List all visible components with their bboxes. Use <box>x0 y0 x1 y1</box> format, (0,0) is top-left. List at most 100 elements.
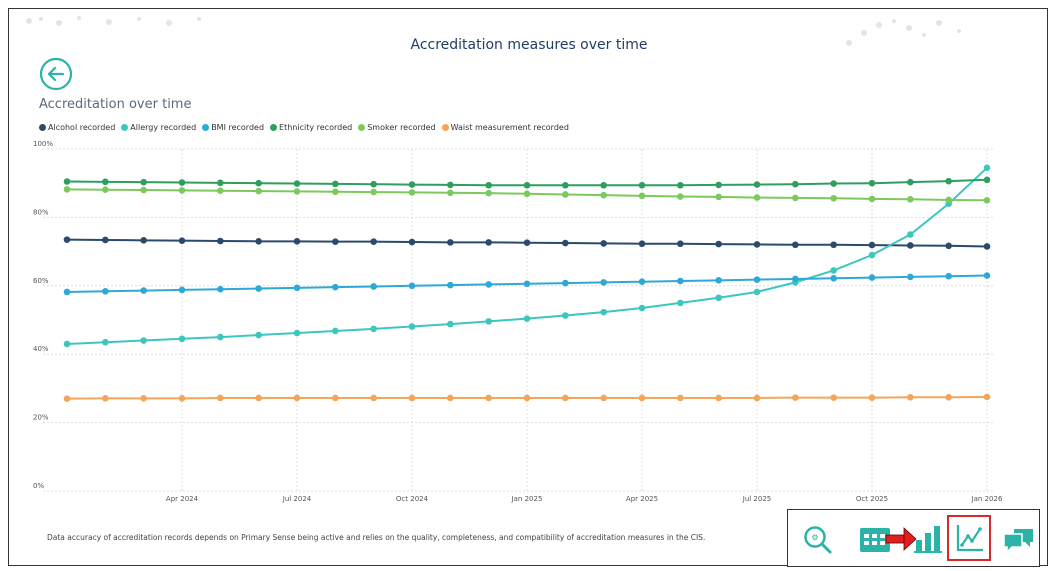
search-icon[interactable]: ⚙ <box>802 524 834 556</box>
data-point <box>638 192 646 200</box>
data-point <box>677 240 684 248</box>
data-point <box>907 195 914 203</box>
line-chart-button[interactable] <box>947 515 991 561</box>
data-point <box>753 288 761 296</box>
legend-item[interactable]: Ethnicity recorded <box>270 123 352 132</box>
data-point <box>600 240 607 247</box>
data-point <box>63 178 71 185</box>
data-point <box>792 180 799 188</box>
data-point <box>102 395 109 402</box>
data-point <box>983 243 991 250</box>
data-point <box>677 394 684 402</box>
data-point <box>792 394 799 401</box>
data-point <box>562 312 569 319</box>
data-point <box>63 395 71 402</box>
data-point <box>945 393 952 401</box>
line-chart-icon <box>956 525 983 552</box>
legend-label: Allergy recorded <box>130 123 197 132</box>
data-point <box>523 190 531 198</box>
legend-marker <box>441 124 449 131</box>
data-point <box>753 181 761 188</box>
data-point <box>332 394 339 402</box>
data-point <box>485 189 492 197</box>
legend-label: Ethnicity recorded <box>279 123 353 132</box>
data-point <box>408 181 416 188</box>
x-tick-label: Oct 2024 <box>396 495 429 503</box>
data-point <box>370 325 377 333</box>
legend-label: Smoker recorded <box>367 123 436 132</box>
legend-item[interactable]: BMI recorded <box>202 123 264 132</box>
legend-item[interactable]: Alcohol recorded <box>39 123 115 132</box>
data-point <box>983 272 991 279</box>
view-toolbar: ⚙ <box>787 509 1040 567</box>
legend-label: BMI recorded <box>211 123 265 132</box>
back-arrow-icon[interactable] <box>39 57 73 91</box>
svg-text:⚙: ⚙ <box>811 533 818 542</box>
data-point <box>255 238 262 245</box>
data-point <box>562 394 569 402</box>
data-point <box>715 193 722 201</box>
data-point <box>830 274 837 282</box>
x-tick-label: Jan 2025 <box>511 495 543 503</box>
y-tick-label: 80% <box>33 208 49 216</box>
data-point <box>830 180 837 187</box>
legend-item[interactable]: Smoker recorded <box>358 123 436 132</box>
data-point <box>447 239 454 246</box>
line-chart: 0% 20% 40% 60% 80% 100% Apr 2024 Jul 2024 Oct 20… <box>33 140 1003 503</box>
data-point <box>830 194 837 202</box>
chat-icon[interactable] <box>1002 526 1036 554</box>
data-point <box>178 335 186 343</box>
report-frame: Accreditation measures over time Accredi… <box>8 8 1048 566</box>
data-point <box>447 281 454 289</box>
data-point <box>178 237 186 244</box>
data-point <box>255 394 262 402</box>
data-point <box>983 176 991 184</box>
data-point <box>102 236 109 244</box>
data-point <box>983 197 991 204</box>
x-tick-label: Apr 2024 <box>166 495 199 503</box>
legend-item[interactable]: Allergy recorded <box>121 123 196 132</box>
data-point <box>907 242 914 249</box>
x-tick-label: Apr 2025 <box>626 495 658 503</box>
data-point <box>638 394 646 402</box>
data-point <box>792 241 799 249</box>
bar-chart-icon[interactable] <box>884 524 944 554</box>
data-point <box>753 241 761 248</box>
data-point <box>983 393 991 401</box>
legend-marker <box>270 124 278 131</box>
data-point <box>255 331 262 339</box>
data-point <box>178 286 186 294</box>
data-point <box>370 283 377 290</box>
data-point <box>178 395 186 402</box>
data-point <box>715 181 722 189</box>
data-point <box>677 277 684 285</box>
calendar-icon[interactable] <box>858 524 892 554</box>
data-point <box>140 178 147 186</box>
data-point <box>140 395 147 402</box>
data-point <box>447 189 454 197</box>
data-point <box>638 181 646 189</box>
data-point <box>600 279 607 286</box>
data-point <box>562 191 569 198</box>
page-title: Accreditation measures over time <box>410 37 648 53</box>
decorative-pattern-right <box>846 19 961 46</box>
data-point <box>638 278 646 285</box>
data-point <box>370 238 377 245</box>
legend-label: Waist measurement recorded <box>450 123 569 132</box>
data-point <box>945 177 952 185</box>
data-point <box>217 394 224 402</box>
data-point <box>600 191 607 199</box>
data-point <box>523 239 531 247</box>
data-point <box>293 180 301 187</box>
data-point <box>140 337 147 344</box>
data-point <box>102 186 109 193</box>
y-tick-label: 20% <box>33 414 49 422</box>
data-point <box>140 287 147 294</box>
data-point <box>217 187 224 195</box>
legend-item[interactable]: Waist measurement recorded <box>441 123 569 132</box>
data-point <box>178 187 186 194</box>
legend-marker <box>358 124 366 131</box>
data-point <box>408 282 416 290</box>
data-point <box>523 315 531 322</box>
data-point <box>485 181 492 189</box>
